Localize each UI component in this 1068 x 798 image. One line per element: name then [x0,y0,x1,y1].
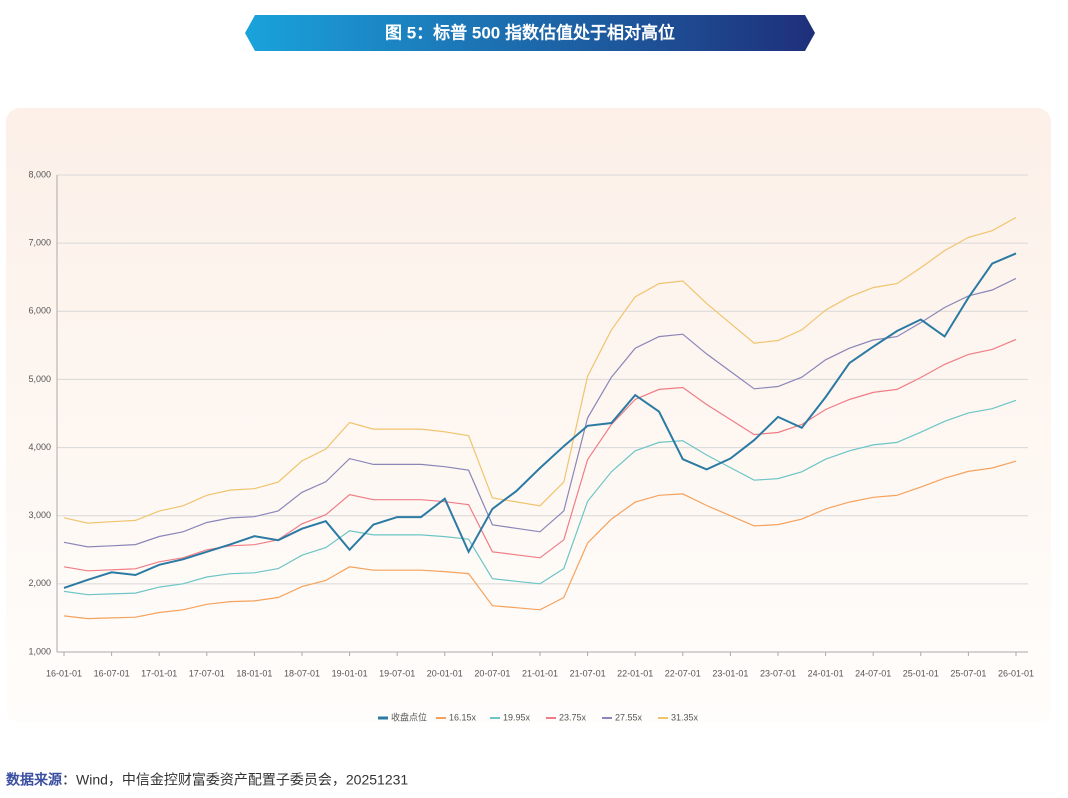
chart-title: 图 5：标普 500 指数估值处于相对高位 [385,22,675,42]
y-tick-label: 4,000 [28,442,51,452]
title-banner [245,15,815,51]
x-tick-label: 24-07-01 [855,668,891,678]
x-tick-label: 26-01-01 [998,668,1034,678]
x-tick-label: 25-01-01 [903,668,939,678]
x-tick-label: 25-07-01 [950,668,986,678]
x-tick-label: 17-07-01 [189,668,225,678]
legend-label: 16.15x [449,712,477,722]
x-tick-label: 21-01-01 [522,668,558,678]
y-tick-label: 2,000 [28,578,51,588]
x-tick-label: 20-01-01 [427,668,463,678]
x-tick-label: 19-01-01 [332,668,368,678]
y-tick-label: 6,000 [28,306,51,316]
plot: 1,000 2,000 3,000 4,000 5,000 6,000 7,000 8,000… [28,169,1034,722]
y-tick-label: 5,000 [28,374,51,384]
y-tick-label: 7,000 [28,238,51,248]
x-tick-label: 19-07-01 [379,668,415,678]
y-tick-label: 8,000 [28,169,51,179]
legend-label: 27.55x [615,712,643,722]
x-tick-label: 23-07-01 [760,668,796,678]
x-tick-label: 18-07-01 [284,668,320,678]
x-tick-label: 18-01-01 [236,668,272,678]
x-tick-label: 21-07-01 [570,668,606,678]
x-tick-label: 22-01-01 [617,668,653,678]
legend-label: 23.75x [559,712,587,722]
x-tick-label: 22-07-01 [665,668,701,678]
x-tick-label: 24-01-01 [808,668,844,678]
legend-label: 31.35x [671,712,699,722]
x-tick-label: 17-01-01 [141,668,177,678]
series-line [63,277,1017,548]
series-line [63,399,1017,596]
y-tick-label: 3,000 [28,510,51,520]
source-label: 数据来源 [6,772,62,788]
series-line [63,252,1017,589]
x-tick-label: 16-07-01 [94,668,130,678]
x-tick-label: 16-01-01 [46,668,82,678]
x-tick-label: 20-07-01 [474,668,510,678]
chart-panel [6,108,1051,723]
series-line [63,216,1017,524]
legend-label: 19.95x [503,712,531,722]
x-tick-label: 23-01-01 [712,668,748,678]
legend-label: 收盘点位 [391,711,427,722]
source-text: ：Wind，中信金控财富委资产配置子委员会，20251231 [62,772,408,788]
series-line [63,460,1017,620]
y-tick-label: 1,000 [28,646,51,656]
